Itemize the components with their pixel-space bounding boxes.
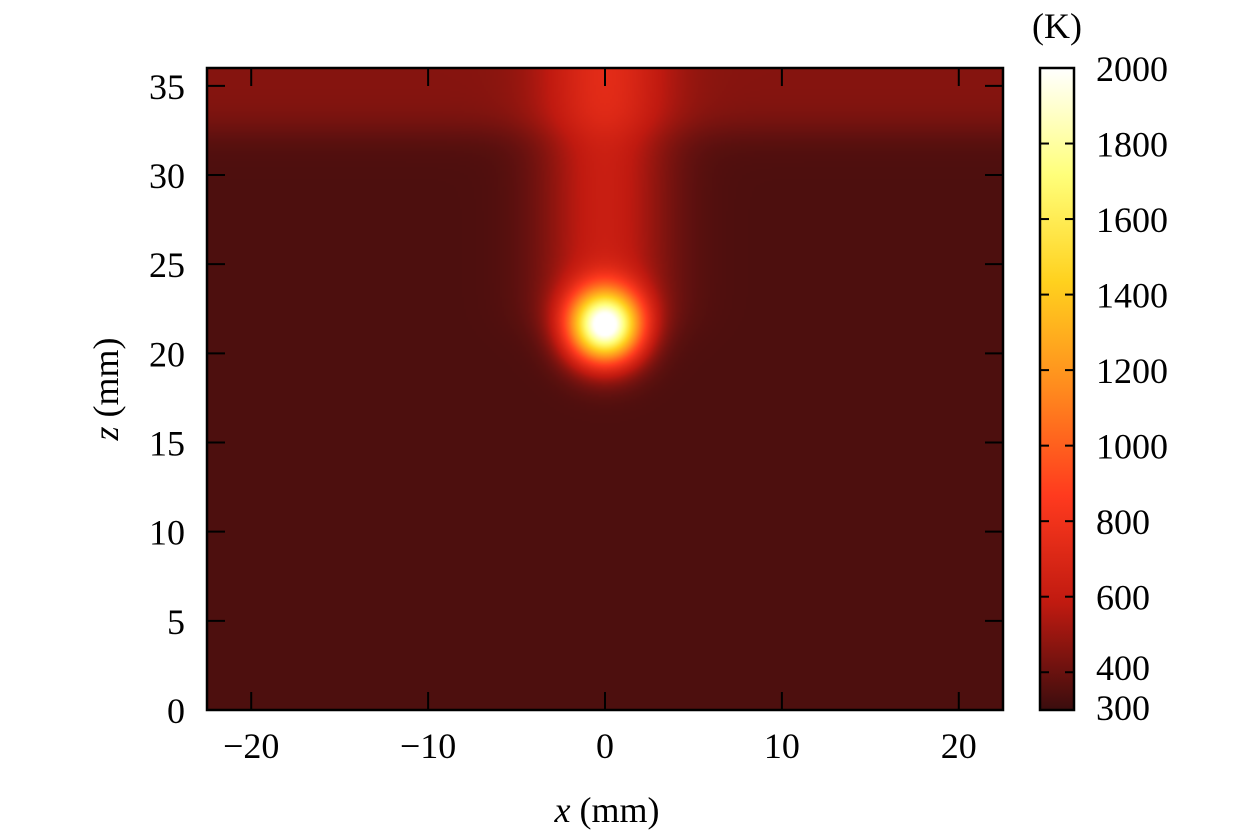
colorbar-frame — [1038, 66, 1076, 712]
y-tick-label: 10 — [149, 513, 185, 553]
y-tick-label: 30 — [149, 156, 185, 196]
y-tick-label: 0 — [167, 691, 185, 731]
x-axis-label: x (mm) — [554, 790, 660, 830]
colorbar-tick-label: 800 — [1096, 502, 1150, 542]
colorbar-tick-label: 1000 — [1096, 427, 1168, 467]
colorbar-tick-label: 1600 — [1096, 200, 1168, 240]
x-tick-label: −10 — [400, 726, 456, 766]
y-tick-label: 5 — [167, 602, 185, 642]
colorbar-unit: (K) — [1032, 6, 1082, 46]
y-ticks: 0 5 10 15 20 25 30 35 — [149, 67, 1003, 731]
x-tick-label: 10 — [764, 726, 800, 766]
colorbar-gradient — [1040, 68, 1074, 710]
x-tick-label: −20 — [223, 726, 279, 766]
colorbar-tick-label: 400 — [1096, 648, 1150, 688]
y-tick-label: 35 — [149, 67, 185, 107]
colorbar-tick-label: 1400 — [1096, 276, 1168, 316]
x-ticks: −20 −10 0 10 20 — [223, 68, 977, 766]
y-axis-label: z (mm) — [86, 338, 126, 442]
plot-area: −20 −10 0 10 20 0 5 10 15 20 25 30 35 — [149, 66, 1005, 766]
colorbar-tick-label: 1200 — [1096, 351, 1168, 391]
colorbar-tick-label: 300 — [1096, 688, 1150, 728]
y-tick-label: 25 — [149, 245, 185, 285]
colorbar-tick-label: 2000 — [1096, 49, 1168, 89]
x-tick-label: 0 — [596, 726, 614, 766]
y-tick-label: 15 — [149, 424, 185, 464]
heatmap-image — [207, 68, 1003, 710]
y-tick-label: 20 — [149, 334, 185, 374]
x-tick-label: 20 — [941, 726, 977, 766]
colorbar-tick-label: 1800 — [1096, 125, 1168, 165]
colorbar-tick-label: 600 — [1096, 578, 1150, 618]
